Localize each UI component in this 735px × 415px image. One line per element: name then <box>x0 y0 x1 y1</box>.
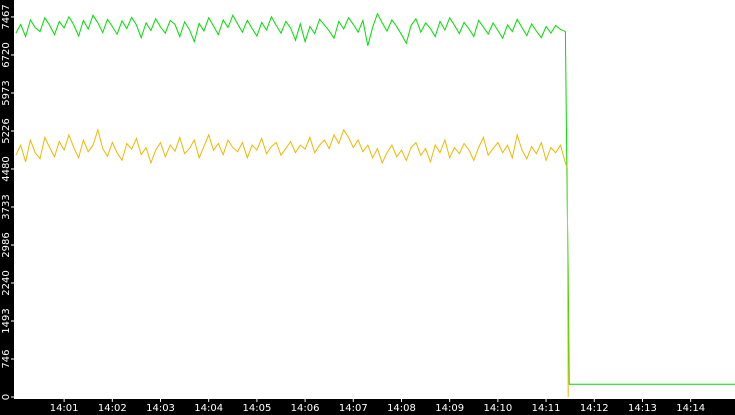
x-tick-label: 14:04 <box>194 403 223 414</box>
y-tick-label: 3733 <box>1 194 12 219</box>
x-tick-label: 14:11 <box>532 403 561 414</box>
x-tick-label: 14:02 <box>98 403 127 414</box>
y-tick-label: 746 <box>1 349 12 368</box>
y-tick-label: 5226 <box>1 118 12 143</box>
y-tick-label: 2240 <box>1 270 12 295</box>
y-tick-label: 5973 <box>1 80 12 105</box>
series-line <box>15 127 569 398</box>
y-tick-label: 2986 <box>1 232 12 257</box>
y-tick-label: 7467 <box>1 4 12 29</box>
x-tick-label: 14:09 <box>435 403 464 414</box>
y-axis-strip <box>0 0 14 415</box>
x-axis-strip <box>0 399 735 415</box>
y-tick-label: 0 <box>1 394 12 400</box>
y-tick-label: 4480 <box>1 156 12 181</box>
x-tick-label: 14:08 <box>387 403 416 414</box>
x-tick-label: 14:07 <box>339 403 368 414</box>
x-tick-label: 14:01 <box>50 403 79 414</box>
x-tick-label: 14:13 <box>628 403 657 414</box>
x-tick-label: 14:12 <box>580 403 609 414</box>
x-tick-label: 14:05 <box>242 403 271 414</box>
x-tick-label: 14:14 <box>676 403 705 414</box>
x-tick-label: 14:10 <box>483 403 512 414</box>
x-tick-label: 14:06 <box>291 403 320 414</box>
y-tick-label: 1493 <box>1 308 12 333</box>
y-tick-label: 6720 <box>1 42 12 67</box>
series-line <box>15 12 735 385</box>
x-tick-label: 14:03 <box>146 403 175 414</box>
